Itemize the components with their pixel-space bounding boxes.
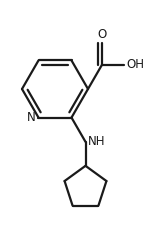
Text: OH: OH xyxy=(126,58,144,71)
Text: N: N xyxy=(27,111,36,124)
Text: NH: NH xyxy=(88,135,105,148)
Text: O: O xyxy=(97,28,107,41)
